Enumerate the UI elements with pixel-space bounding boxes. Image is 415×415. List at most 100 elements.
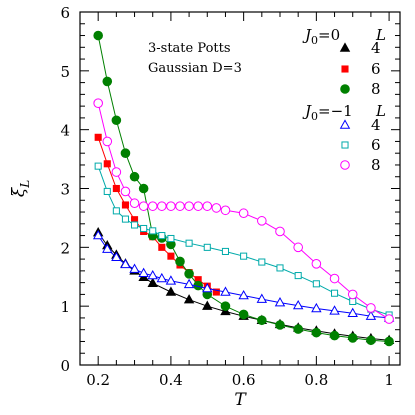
legend-group-header-j0-0: J0=0 <box>302 26 340 47</box>
data-point <box>147 269 158 280</box>
data-point <box>121 201 129 209</box>
data-point <box>156 272 168 283</box>
series-j0-minus1-l4 <box>92 229 395 322</box>
data-point <box>329 330 340 341</box>
y-tick-label: 6 <box>60 4 70 22</box>
data-point <box>329 273 340 284</box>
y-axis-label-subscript: L <box>18 180 32 189</box>
series-j0-minus1-l8 <box>93 98 394 324</box>
data-point <box>274 297 286 307</box>
data-point <box>111 251 122 262</box>
data-point <box>220 286 231 296</box>
data-point <box>94 162 102 170</box>
data-point <box>256 293 268 303</box>
data-point <box>111 167 122 177</box>
annotation-gaussian: Gaussian D=3 <box>148 61 242 76</box>
legend-item: 4 <box>339 39 381 57</box>
data-point <box>167 234 175 243</box>
data-point <box>131 221 139 229</box>
data-point <box>121 215 129 223</box>
data-point <box>293 324 303 334</box>
data-point <box>120 258 131 269</box>
legend-label: 8 <box>371 156 381 174</box>
data-point <box>312 280 320 288</box>
data-point <box>275 320 285 330</box>
data-point <box>138 183 149 194</box>
data-point <box>129 171 140 182</box>
legend-label: 4 <box>371 116 381 134</box>
data-point <box>311 259 322 269</box>
data-point <box>147 201 158 211</box>
series-layer <box>92 30 395 347</box>
y-tick-label: 0 <box>60 357 70 375</box>
legend-item: 8 <box>340 156 381 174</box>
legend-header-value: =−1 <box>318 102 353 120</box>
y-axis-label: ξL <box>9 180 32 197</box>
legend-header-j: J <box>302 102 312 120</box>
legend-label: 6 <box>371 60 381 78</box>
x-tick-label: 0.4 <box>159 371 183 389</box>
data-point <box>339 119 351 129</box>
data-point <box>93 98 103 108</box>
data-point <box>221 247 229 255</box>
data-point <box>384 314 394 324</box>
data-point <box>184 201 194 211</box>
data-point <box>202 300 213 310</box>
data-point <box>366 335 376 346</box>
annotation-model: 3-state Potts <box>148 41 231 56</box>
data-point <box>103 187 111 195</box>
x-tick-label: 1 <box>384 371 394 389</box>
data-point <box>103 160 111 168</box>
data-point <box>193 201 203 211</box>
data-point <box>257 315 267 326</box>
data-point <box>92 229 104 240</box>
data-point <box>183 294 195 304</box>
x-tick-label: 0.2 <box>86 371 110 389</box>
series-j0-minus1-l6 <box>94 162 393 319</box>
data-point <box>112 207 120 215</box>
legend-label: 6 <box>371 136 381 154</box>
legend-item: 4 <box>339 116 381 134</box>
y-tick-label: 4 <box>60 122 70 140</box>
data-point <box>93 30 103 41</box>
series-j0-0-l8 <box>93 30 394 347</box>
data-point <box>102 76 113 87</box>
data-point <box>220 205 231 216</box>
data-point <box>258 258 266 266</box>
legend-item: 6 <box>341 60 381 78</box>
data-point <box>157 201 167 211</box>
data-point <box>202 282 213 293</box>
x-tick-label: 0.8 <box>304 371 328 389</box>
plot-frame <box>79 11 401 366</box>
data-point <box>111 115 122 126</box>
data-point <box>203 243 211 251</box>
data-point <box>167 252 175 260</box>
legend-label: 4 <box>371 39 381 57</box>
y-tick-label: 3 <box>60 181 70 199</box>
data-point <box>158 243 166 251</box>
data-point <box>158 232 166 240</box>
data-point <box>94 133 102 141</box>
data-point <box>347 289 358 300</box>
data-point <box>240 252 248 260</box>
data-point <box>165 286 177 296</box>
data-point <box>349 297 357 306</box>
data-point <box>384 336 394 347</box>
data-point <box>238 289 249 300</box>
data-point <box>311 327 322 338</box>
legend-header-j: J <box>302 26 312 44</box>
data-point <box>183 278 195 289</box>
tick-labels: 0.2 0.4 0.6 0.8 1 0 1 2 3 4 5 6 <box>60 4 393 389</box>
data-point <box>166 201 176 211</box>
data-point <box>341 141 349 149</box>
data-point <box>149 227 157 235</box>
legend-item: 6 <box>341 136 381 154</box>
data-point <box>292 299 304 310</box>
series-line <box>97 137 217 293</box>
data-point <box>175 201 185 211</box>
legend-header-subscript: 0 <box>311 110 318 123</box>
data-point <box>347 307 358 317</box>
data-point <box>185 239 193 247</box>
data-point <box>112 184 120 193</box>
